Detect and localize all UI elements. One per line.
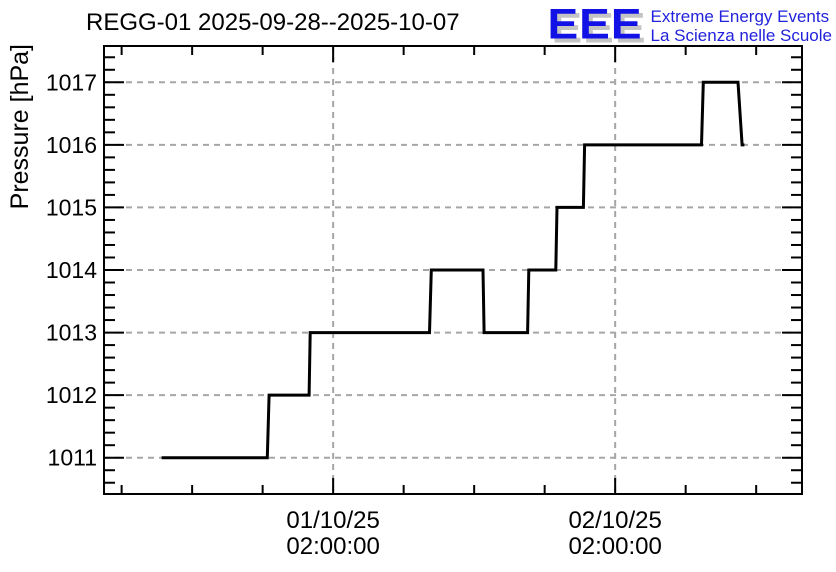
eee-logo-acronym: EEE — [547, 0, 643, 48]
x-tick-label-time: 02:00:00 — [286, 533, 379, 560]
chart-title: REGG-01 2025-09-28--2025-10-07 — [86, 9, 460, 36]
eee-logo-line1: Extreme Energy Events — [650, 7, 830, 26]
eee-logo-text: Extreme Energy Events La Scienza nelle S… — [651, 5, 832, 45]
pressure-curve — [161, 80, 745, 460]
y-tick-label: 1015 — [46, 194, 97, 220]
y-tick-label: 1011 — [48, 445, 97, 471]
eee-logo-line2: La Scienza nelle Scuole — [650, 26, 832, 45]
x-tick-label-date: 02/10/25 — [568, 507, 661, 534]
y-tick-label: 1016 — [46, 132, 97, 158]
y-axis-title: Pressure [hPa] — [6, 44, 34, 209]
eee-logo: EEE Extreme Energy Events La Scienza nel… — [547, 0, 832, 48]
x-tick-label-date: 01/10/25 — [286, 507, 379, 534]
y-tick-label: 1017 — [46, 69, 97, 95]
y-tick-label: 1014 — [46, 257, 97, 283]
y-tick-label: 1012 — [46, 382, 97, 408]
x-tick-label-time: 02:00:00 — [568, 533, 661, 560]
y-tick-label: 1013 — [46, 320, 97, 346]
